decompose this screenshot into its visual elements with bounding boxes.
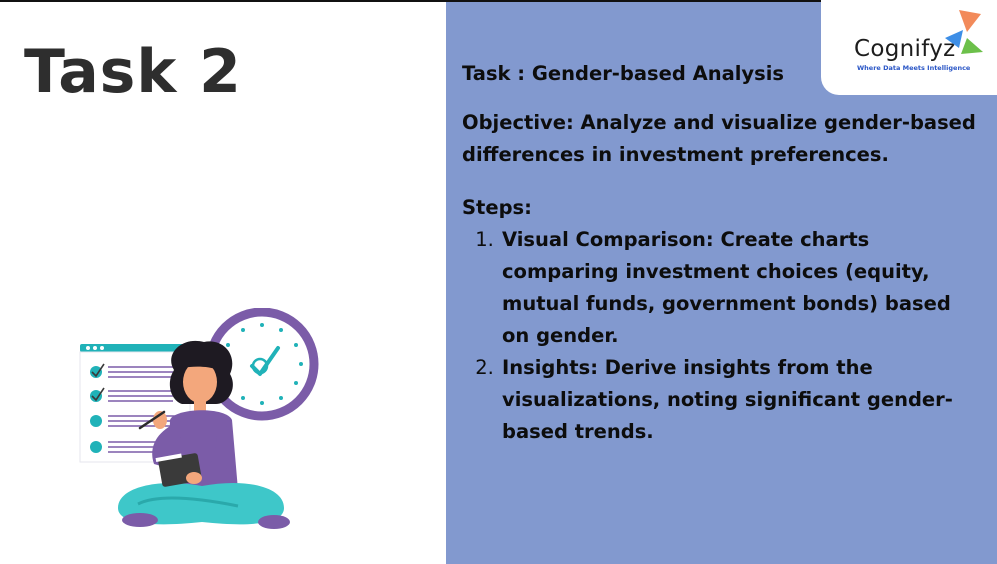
step-text: Visual Comparison: Create charts compari… [502,228,951,347]
task-title: Task : Gender-based Analysis [462,62,785,85]
step-item: Insights: Derive insights from the visua… [500,352,982,448]
task-description: Task : Gender-based Analysis Objective: … [462,58,982,448]
logo-card: Cognifyz Where Data Meets Intelligence [821,0,997,95]
logo-triangles-icon [945,10,983,54]
slide-heading: Task 2 [24,37,242,107]
steps-label: Steps: [462,196,532,219]
person-with-checklist-and-clock-icon [79,308,319,529]
logo-wordmark: Cognifyz [854,36,956,62]
right-panel [446,2,997,564]
step-text: Insights: Derive insights from the visua… [502,356,953,443]
step-item: Visual Comparison: Create charts compari… [500,224,982,352]
steps-list: Visual Comparison: Create charts compari… [462,224,982,448]
logo-tagline: Where Data Meets Intelligence [857,64,971,72]
person-figure [118,340,290,529]
top-border-line [0,0,997,2]
objective-text: Objective: Analyze and visualize gender-… [462,111,976,166]
